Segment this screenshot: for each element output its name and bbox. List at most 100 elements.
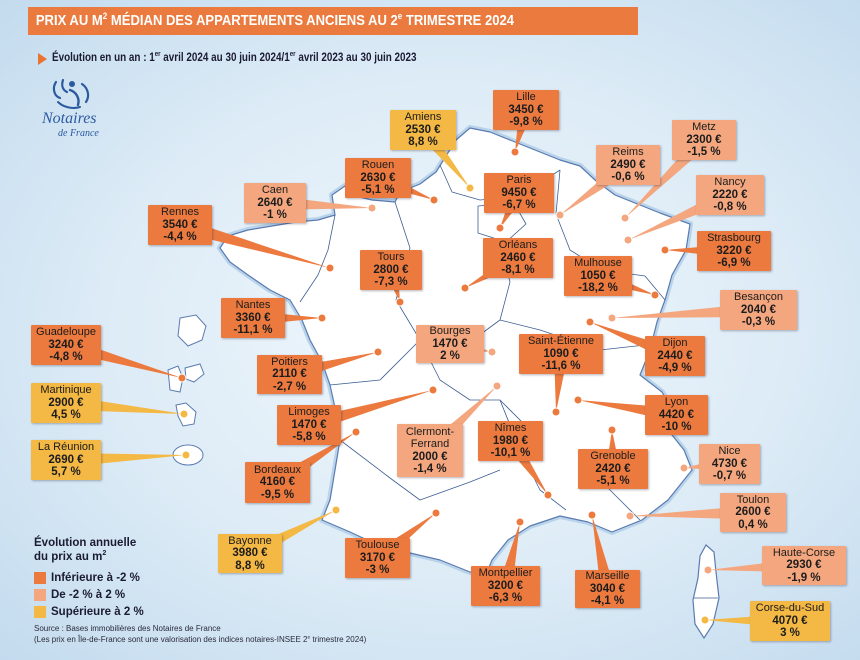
city-dot-metz [620,213,630,223]
title-superscript: 2 [102,11,108,21]
island-shape [177,314,207,347]
city-name: Bourges [429,325,471,338]
city-name: Nice [718,445,741,458]
city-box-tours: Tours 2800 € -7,3 % [360,250,422,290]
city-box-martinique: Martinique 2900 €4,5 % [31,383,101,423]
city-name: Rouen [361,159,395,172]
city-name: Toulouse [355,539,400,552]
city-dot-poitiers [373,347,383,357]
city-name: Reims [612,146,644,159]
city-box-caen: Caen 2640 € -1 % [244,183,306,223]
city-price: 4160 € [259,476,296,489]
city-price: 3040 € [589,582,626,595]
city-box-nancy: Nancy 2220 € -0,8 % [696,175,764,215]
city-name: Paris [506,174,532,187]
legend-item: Supérieure à 2 % [34,605,144,619]
city-box-amiens: Amiens 2530 €8,8 % [390,110,456,150]
source-line: Source : Bases immobilières des Notaires… [34,624,221,633]
title-bar: PRIX AU M2 MÉDIAN DES APPARTEMENTS ANCIE… [28,7,638,35]
city-price: 2460 € [500,251,536,264]
city-box-grenoble: Grenoble 2420 € -5,1 % [578,449,648,489]
city-price: 2640 € [257,196,293,209]
city-box-reims: Reims 2490 € -0,6 % [596,145,660,185]
city-dot-bayonne [331,505,341,515]
city-name: Saint-Étienne [527,335,595,348]
city-change: -0,6 % [611,171,645,184]
subtitle-marker-icon [38,53,47,65]
city-price: 1470 € [432,337,468,350]
city-box-nice: Nice 4730 € -0,7 % [699,444,760,484]
city-price: 2110 € [272,368,307,381]
subtitle-superscript: er [289,50,296,59]
city-change: -5,1 % [361,184,395,197]
legend-swatch [34,606,46,618]
city-dot-guadeloupe [177,373,187,383]
city-dot-nancy [623,235,633,245]
city-price: 3540 € [162,218,198,231]
city-dot-nimes [543,490,553,500]
city-box-paris: Paris 9450 € -6,7 % [484,173,554,213]
city-box-poitiers: Poitiers 2110 € -2,7 % [257,355,322,394]
city-dot-caen [367,203,377,213]
source-text: (Les prix en Île-de-France sont une valo… [34,635,308,644]
city-name: Montpellier [478,567,533,580]
city-change: -1,9 % [787,571,821,584]
legend-subtitle-text: du prix au m [34,551,103,563]
city-change: 8,8 % [235,559,265,572]
city-dot-paris [495,223,505,233]
city-change: -10,1 % [490,447,531,460]
city-dot-dijon [585,317,595,327]
city-box-metz: Metz 2300 € -1,5 % [672,120,736,160]
city-price: 1090 € [543,347,579,360]
city-price: 9450 € [501,186,537,199]
city-name: Toulon [736,493,770,506]
legend-label: De -2 % à 2 % [51,589,126,601]
city-change: -11,1 % [233,324,273,337]
city-name: Bordeaux [253,463,302,476]
leader-line-rennes [178,218,330,268]
city-change: -6,7 % [502,199,536,212]
city-price: 2690 € [48,453,84,466]
city-box-guadeloupe: Guadeloupe 3240 € -4,8 % [31,325,101,365]
source-note: Source : Bases immobilières des Notaires… [34,623,366,645]
city-change: -11,6 % [541,360,581,373]
city-price: 2300 € [686,133,722,146]
city-box-dijon: Dijon 2440 € -4,9 % [645,336,705,376]
city-name: Limoges [288,406,330,419]
city-price: 2490 € [610,158,646,171]
city-dot-reims [555,210,565,220]
subtitle-part: avril 2023 au 30 juin 2023 [295,52,417,64]
city-change: -3 % [365,564,390,577]
legend-subtitle: du prix au m2 [34,550,144,564]
city-box-montpellier: Montpellier 3200 € -6,3 % [471,566,540,606]
subtitle-part: avril 2024 au 30 juin 2024/1 [160,52,290,64]
city-name: Orléans [498,239,538,252]
city-dot-bordeaux [351,427,361,437]
city-price: 3450 € [508,103,544,116]
city-dot-la-reunion [181,450,191,460]
city-name: Clermont-Ferrand [405,425,455,451]
city-box-corse-du-sud: Corse-du-Sud 4070 €3 % [750,601,830,641]
city-dot-saint-etienne [551,407,561,417]
city-price: 2930 € [786,559,822,572]
legend-label: Inférieure à -2 % [51,572,140,584]
legend: Évolution annuelle du prix au m2 Inférie… [34,536,144,619]
city-dot-mulhouse [650,290,660,300]
city-change: -9,5 % [260,488,295,501]
city-box-toulouse: Toulouse 3170 € -3 % [345,538,410,578]
city-dot-tours [395,297,405,307]
city-change: -1 % [263,209,287,222]
city-price: 2900 € [48,396,84,409]
city-name: Tours [377,251,405,264]
title-part: PRIX AU M [35,12,103,29]
city-change: -0,7 % [712,470,747,483]
city-name: Poitiers [271,355,308,368]
city-name: Strasbourg [707,232,761,245]
city-change: -18,2 % [578,282,618,295]
city-price: 3980 € [232,547,268,560]
city-change: 0,4 % [738,518,768,531]
city-change: -1,4 % [413,463,447,475]
city-name: Lille [516,91,536,104]
